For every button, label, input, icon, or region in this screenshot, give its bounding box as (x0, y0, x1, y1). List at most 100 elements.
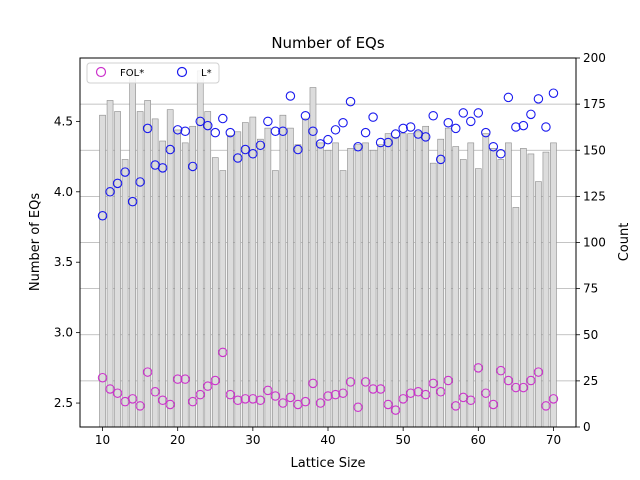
count-bar (332, 142, 339, 428)
count-bar (422, 125, 430, 428)
fol-point (218, 347, 228, 358)
fol-point (451, 401, 461, 411)
fol-point (225, 389, 236, 400)
fol-point (233, 395, 243, 405)
lstar-point (518, 120, 529, 131)
fol-point (240, 394, 251, 404)
count-bar (226, 135, 234, 428)
lstar-point (398, 123, 408, 134)
count-bar (272, 170, 279, 428)
y2-tick-label: 0 (583, 420, 591, 434)
lstar-point (308, 126, 318, 136)
count-bar (144, 100, 151, 428)
lstar-point (135, 177, 145, 187)
lstar-point (278, 126, 288, 136)
fol-point (172, 374, 183, 384)
legend-fol-marker (95, 66, 107, 78)
fol-point (203, 381, 213, 391)
fol-point (435, 387, 446, 397)
fol-point (127, 394, 138, 404)
x-tick-label: 70 (546, 433, 561, 447)
fol-point (353, 402, 363, 413)
lstar-point (187, 161, 198, 172)
fol-point (360, 377, 371, 387)
y2-tick-label: 125 (583, 189, 606, 203)
lstar-point (420, 132, 431, 142)
count-bar (535, 181, 542, 428)
lstar-point (338, 118, 348, 128)
count-bar (354, 144, 362, 428)
y2-tick-label: 25 (583, 374, 598, 388)
y-axis-right: 0 25 50 75 100 125 150 175 200 (576, 51, 606, 434)
fol-point (270, 391, 281, 401)
fol-point (315, 398, 326, 408)
fol-point (157, 395, 168, 405)
count-bar (512, 207, 520, 428)
lstar-point (330, 125, 341, 135)
lstar-point (157, 163, 168, 173)
lstar-point (541, 122, 551, 132)
y2-axis-label: Count (617, 223, 632, 262)
count-bar (211, 157, 219, 428)
lstar-point (142, 123, 153, 134)
lstar-point (405, 122, 416, 132)
lstar-point (300, 110, 311, 121)
count-bar (444, 127, 452, 428)
fol-point (443, 375, 453, 386)
lstar-point (353, 141, 363, 152)
fol-point (488, 399, 499, 410)
count-bar (452, 146, 460, 428)
lstar-point (172, 125, 183, 135)
count-bar (317, 142, 324, 428)
count-bar (219, 170, 227, 428)
fol-point (195, 389, 205, 400)
lstar-point (255, 140, 266, 151)
lstar-point (240, 144, 251, 155)
fol-point (368, 384, 378, 394)
fol-point (112, 388, 123, 398)
count-bar (136, 111, 144, 428)
x-tick-label: 30 (245, 433, 260, 447)
fol-point (548, 394, 559, 404)
lstar-point (112, 178, 123, 189)
lstar-point (451, 123, 461, 134)
y2-tick-label: 200 (583, 51, 606, 65)
fol-point (375, 384, 386, 394)
lstar-point (473, 108, 484, 118)
legend: FOL* L* (86, 62, 220, 84)
y2-tick-label: 75 (583, 282, 598, 296)
fol-point (383, 399, 393, 410)
lstar-point (458, 108, 469, 118)
lstar-point (511, 122, 521, 132)
y-tick-label: 3.0 (54, 326, 73, 340)
lstar-point (496, 149, 506, 159)
legend-fol-label: FOL* (120, 68, 144, 79)
lstar-point (285, 91, 296, 101)
lstar-point (435, 154, 446, 165)
chart-title: Number of EQs (271, 34, 385, 52)
fol-point (541, 401, 551, 411)
fol-point (420, 389, 431, 400)
lstar-points (97, 88, 559, 221)
lstar-point (368, 112, 378, 122)
fol-point (210, 375, 221, 386)
count-bar (204, 111, 212, 428)
fol-point (481, 388, 491, 398)
lstar-point (210, 127, 221, 138)
fol-point (466, 395, 476, 405)
fol-point (285, 392, 296, 403)
count-bar (497, 159, 505, 428)
lstar-point (533, 94, 544, 104)
legend-lstar-label: L* (201, 68, 212, 79)
lstar-point (345, 96, 356, 107)
lstar-point (526, 109, 536, 120)
fol-point (248, 394, 258, 404)
count-bar (474, 168, 482, 428)
lstar-point (263, 116, 273, 127)
y-axis-left: 2.5 3.0 3.5 4.0 4.5 (54, 114, 80, 410)
count-bar (234, 131, 242, 428)
lstar-point (195, 116, 205, 127)
x-axis: 10 20 30 40 50 60 70 (95, 427, 561, 447)
y-tick-label: 3.5 (54, 255, 73, 269)
